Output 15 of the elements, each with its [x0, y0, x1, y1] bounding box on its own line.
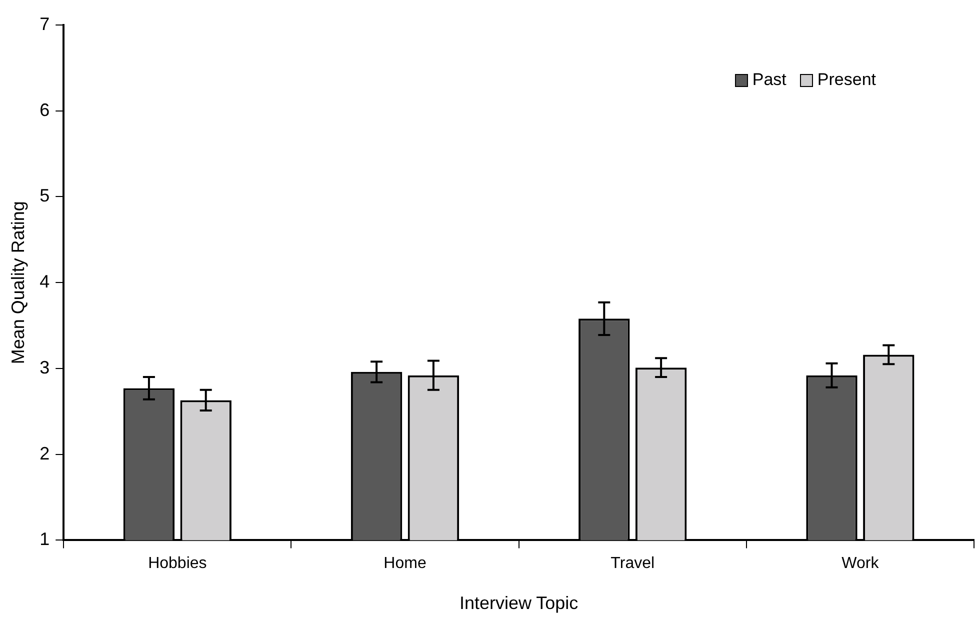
y-tick-label: 2: [40, 443, 50, 464]
y-tick-label: 1: [40, 529, 50, 550]
y-tick-label: 3: [40, 357, 50, 378]
y-tick-label: 7: [40, 14, 50, 34]
x-tick-label: Work: [842, 555, 880, 572]
legend-label: Present: [817, 70, 876, 90]
y-tick-label: 4: [40, 272, 50, 292]
y-tick-label: 6: [40, 100, 50, 120]
y-tick-label: 5: [40, 186, 50, 206]
x-tick-label: Home: [384, 555, 426, 572]
x-tick-label: Hobbies: [148, 555, 207, 572]
x-tick-label: Travel: [610, 555, 655, 572]
legend-label: Past: [752, 70, 786, 90]
y-axis-title: Mean Quality Rating: [8, 201, 28, 364]
x-axis-title: Interview Topic: [459, 593, 578, 614]
